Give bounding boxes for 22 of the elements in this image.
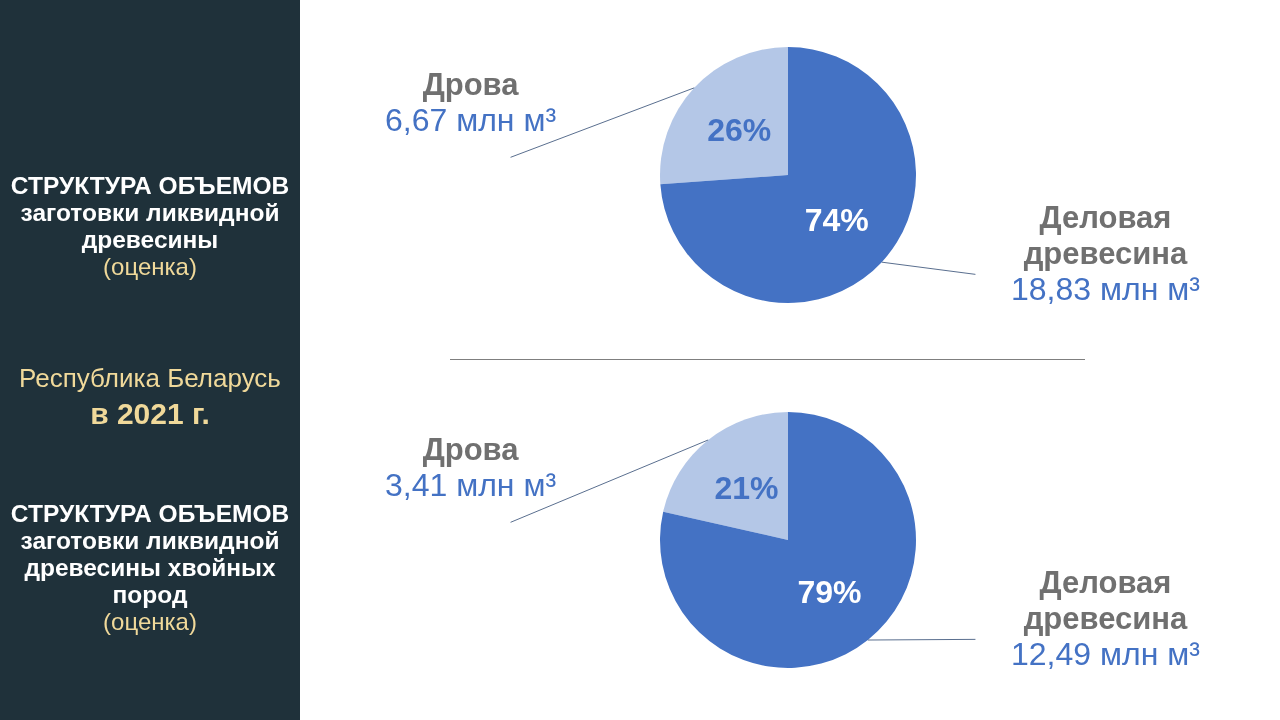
pie-slice [663, 412, 788, 540]
data-label: 6,67 млн м³ [385, 102, 557, 139]
text: (оценка) [102, 608, 198, 635]
data-label: 18,83 млн м³ [1011, 271, 1201, 308]
data-label: 3,41 млн м³ [385, 467, 557, 504]
pie-slice [660, 47, 788, 185]
text: СТРУКТУРА ОБЪЕМОВ заготовки ликвидной древесины хвойных пород [9, 500, 291, 608]
text: 26% [707, 111, 772, 148]
text: 74% [804, 202, 869, 239]
slice-label: Деловая древесина [1023, 565, 1188, 637]
pie-slice [660, 47, 916, 303]
slice-label: Деловая древесина [1023, 200, 1188, 272]
text: (оценка) [102, 253, 198, 280]
slice-label: Дрова [422, 67, 520, 103]
text: в 2021 г. [89, 396, 211, 432]
slice-label: Дрова [422, 432, 520, 468]
text: 79% [797, 574, 862, 611]
text: СТРУКТУРА ОБЪЕМОВ заготовки ликвидной древесины [9, 172, 291, 253]
pie-slice [660, 412, 916, 668]
text: Республика Беларусь [18, 362, 282, 395]
data-label: 12,49 млн м³ [1011, 636, 1201, 673]
text: 21% [714, 469, 779, 506]
